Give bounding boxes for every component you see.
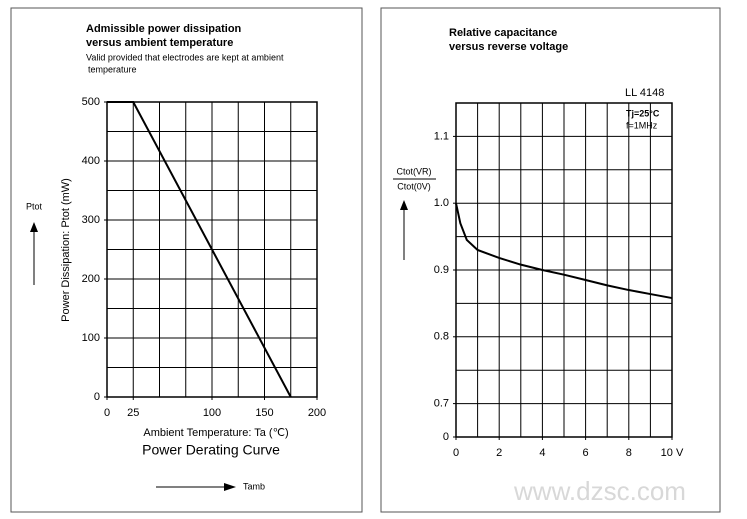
- x-tick-label: 4: [539, 447, 545, 459]
- title-line: Admissible power dissipation: [86, 23, 242, 35]
- y-tick-label: 500: [82, 96, 100, 108]
- title-line: versus reverse voltage: [449, 41, 568, 53]
- y-axis-label-numerator: Ctot(VR): [396, 166, 431, 176]
- x-tick-label: 25: [127, 407, 139, 419]
- subtitle-line: temperature: [88, 64, 137, 74]
- left-panel: [10, 7, 363, 513]
- x-tick-label: 2: [496, 447, 502, 459]
- x-axis-label: Ambient Temperature: Ta (℃): [143, 427, 288, 439]
- curve: [107, 101, 292, 398]
- caption: Power Derating Curve: [142, 442, 280, 458]
- x-tick-label: 100: [203, 407, 221, 419]
- x-tick-label: 0: [104, 407, 110, 419]
- y-tick-label: 1.1: [434, 130, 449, 142]
- title-line: Relative capacitance: [449, 27, 557, 39]
- y-tick-label: 1.0: [434, 197, 449, 209]
- side-label: Tamb: [243, 481, 265, 491]
- x-tick-label: 0: [453, 447, 459, 459]
- arrow-head: [224, 483, 236, 491]
- subtitle-line: Valid provided that electrodes are kept …: [86, 52, 284, 62]
- curve: [455, 202, 673, 300]
- y-tick-label: 400: [82, 155, 100, 167]
- annotation: Tj=25°C: [626, 108, 660, 118]
- watermark: www.dzsc.com: [513, 476, 686, 506]
- x-tick-label: 150: [255, 407, 273, 419]
- arrow-head: [400, 200, 408, 210]
- y-tick-label: 0: [94, 391, 100, 403]
- y-tick-label: 0: [443, 431, 449, 443]
- right-panel: [380, 7, 721, 513]
- y-axis-label: Power Dissipation: Ptot (mW): [60, 178, 72, 322]
- x-tick-label: 10 V: [661, 447, 684, 459]
- arrow-head: [30, 222, 38, 232]
- x-tick-label: 200: [308, 407, 326, 419]
- y-axis-label-denominator: Ctot(0V): [397, 181, 431, 191]
- y-tick-label: 200: [82, 273, 100, 285]
- x-tick-label: 8: [626, 447, 632, 459]
- y-tick-label: 100: [82, 332, 100, 344]
- x-tick-label: 6: [583, 447, 589, 459]
- y-tick-label: 300: [82, 214, 100, 226]
- annotation: f=1MHz: [626, 120, 658, 130]
- y-tick-label: 0.9: [434, 264, 449, 276]
- title-line: versus ambient temperature: [86, 37, 233, 49]
- y-tick-label: 0.8: [434, 331, 449, 343]
- y-tick-label: 0.7: [434, 398, 449, 410]
- side-label: Ptot: [26, 201, 43, 211]
- annotation: LL 4148: [625, 87, 664, 99]
